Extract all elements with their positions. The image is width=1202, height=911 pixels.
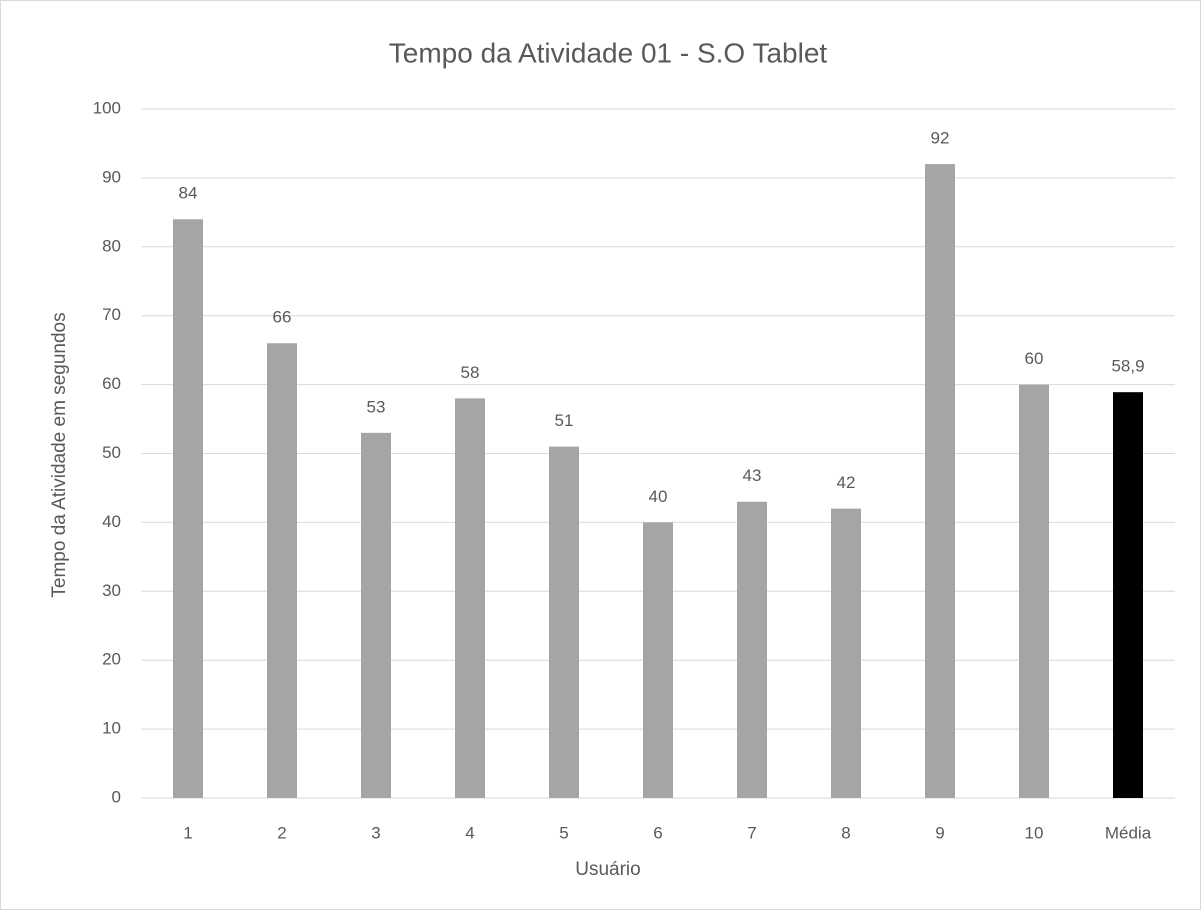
y-tick-label: 50 [102, 443, 121, 462]
data-label: 40 [649, 487, 668, 506]
y-tick-label: 40 [102, 512, 121, 531]
bar [737, 501, 767, 798]
data-label: 43 [743, 466, 762, 485]
bar [173, 219, 203, 799]
bar [1113, 392, 1143, 798]
data-label: 84 [179, 184, 198, 203]
y-tick-label: 10 [102, 719, 121, 738]
bar [549, 446, 579, 798]
x-tick-label: 9 [935, 823, 944, 842]
bar [455, 398, 485, 798]
chart-title: Tempo da Atividade 01 - S.O Tablet [389, 37, 828, 68]
bar [925, 164, 955, 798]
x-tick-label: 5 [559, 823, 568, 842]
y-axis-label: Tempo da Atividade em segundos [49, 312, 70, 597]
x-tick-label: 6 [653, 823, 662, 842]
y-tick-label: 90 [102, 167, 121, 186]
y-tick-label: 80 [102, 236, 121, 255]
data-label: 92 [931, 129, 950, 148]
bar [267, 343, 297, 798]
x-tick-label: 4 [465, 823, 474, 842]
bar [361, 432, 391, 798]
bar [1019, 384, 1049, 798]
x-tick-label: 7 [747, 823, 756, 842]
data-label: 58,9 [1111, 357, 1144, 376]
x-tick-label: 3 [371, 823, 380, 842]
y-tick-label: 70 [102, 305, 121, 324]
y-tick-label: 30 [102, 581, 121, 600]
data-label: 66 [273, 308, 292, 327]
x-axis-label: Usuário [575, 859, 640, 880]
data-label: 60 [1025, 349, 1044, 368]
y-tick-label: 100 [93, 98, 121, 117]
y-tick-label: 60 [102, 374, 121, 393]
data-label: 58 [461, 363, 480, 382]
y-tick-label: 20 [102, 650, 121, 669]
bar [643, 522, 673, 798]
x-tick-label: 8 [841, 823, 850, 842]
data-label: 51 [555, 411, 574, 430]
x-tick-label: 10 [1025, 823, 1044, 842]
data-label: 42 [837, 473, 856, 492]
x-tick-label: Média [1105, 823, 1152, 842]
x-tick-label: 1 [183, 823, 192, 842]
x-tick-label: 2 [277, 823, 286, 842]
data-label: 53 [367, 397, 386, 416]
y-tick-label: 0 [112, 787, 121, 806]
bar [831, 508, 861, 798]
